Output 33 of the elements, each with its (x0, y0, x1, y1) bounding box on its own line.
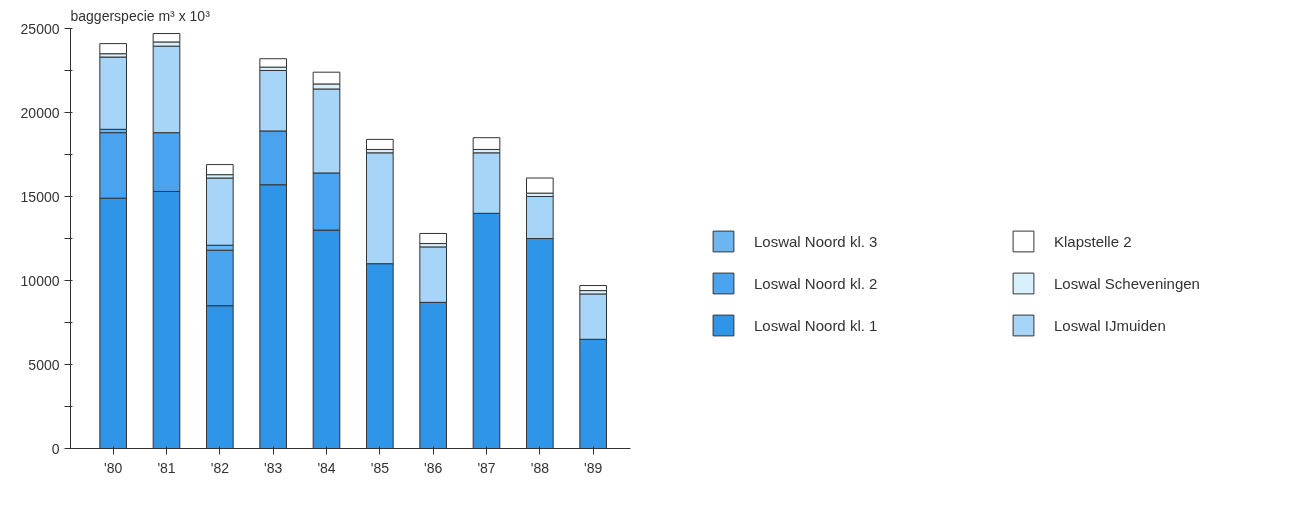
x-tick-label: '87 (477, 459, 496, 476)
legend-label: Loswal IJmuiden (1054, 316, 1166, 334)
x-tick-label: '81 (157, 459, 176, 476)
legend-label: Loswal Noord kl. 2 (754, 274, 878, 292)
y-tick-label: 25000 (20, 20, 60, 37)
x-tick-label: '85 (370, 459, 390, 476)
legend-label: Loswal Noord kl. 1 (754, 316, 878, 334)
bar (259, 58, 287, 68)
bar (526, 177, 554, 194)
x-tick-label: '84 (317, 459, 336, 476)
y-axis-title: baggerspecie m³ x 10³ (70, 7, 211, 24)
y-tick-label: 20000 (20, 104, 60, 121)
x-tick-label: '88 (530, 459, 550, 476)
y-tick-label: 15000 (20, 188, 60, 205)
x-tick-label: '86 (424, 459, 443, 476)
x-tick-label: '83 (264, 459, 283, 476)
x-tick-label: '89 (584, 459, 603, 476)
y-tick-label: 0 (51, 440, 60, 457)
y-tick-label: 10000 (20, 272, 60, 289)
legend-label: Loswal Scheveningen (1054, 274, 1200, 292)
x-tick-label: '82 (210, 459, 230, 476)
bar (99, 56, 127, 130)
bar (579, 285, 607, 292)
y-tick-label: 5000 (28, 356, 60, 373)
bar (366, 138, 394, 150)
legend-label: Loswal Noord kl. 3 (754, 232, 878, 250)
legend-label: Klapstelle 2 (1054, 232, 1132, 250)
x-tick-label: '80 (104, 459, 123, 476)
bar (472, 137, 501, 150)
bar (152, 33, 181, 43)
bar (206, 164, 234, 176)
bar (419, 232, 447, 245)
bar (99, 43, 127, 55)
